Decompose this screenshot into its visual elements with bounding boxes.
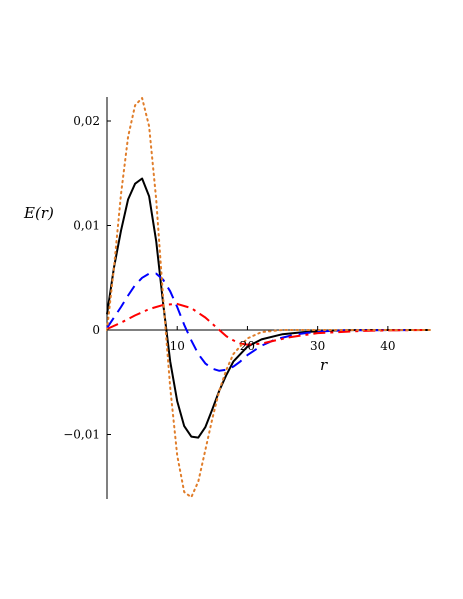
series-solid-line (106, 177, 430, 439)
series-group (106, 97, 431, 499)
series-dotted-line (106, 97, 431, 499)
x-tick-label: 40 (380, 339, 395, 353)
x-tick-label: 20 (240, 339, 255, 353)
x-axis-label: r (320, 356, 328, 374)
x-tick-label: 30 (310, 339, 325, 353)
series-dashdot-line (106, 302, 431, 346)
y-tick-label: −0,01 (63, 428, 100, 442)
tick-group: 10 20 30 40 0,02 0,01 0 −0,01 (63, 114, 395, 442)
series-dashed-line (106, 272, 431, 372)
y-tick-label: 0 (92, 323, 100, 337)
y-tick-label: 0,01 (73, 219, 100, 233)
y-tick-label: 0,02 (73, 114, 100, 128)
y-axis-label: E(r) (23, 204, 54, 222)
x-tick-label: 10 (170, 339, 185, 353)
